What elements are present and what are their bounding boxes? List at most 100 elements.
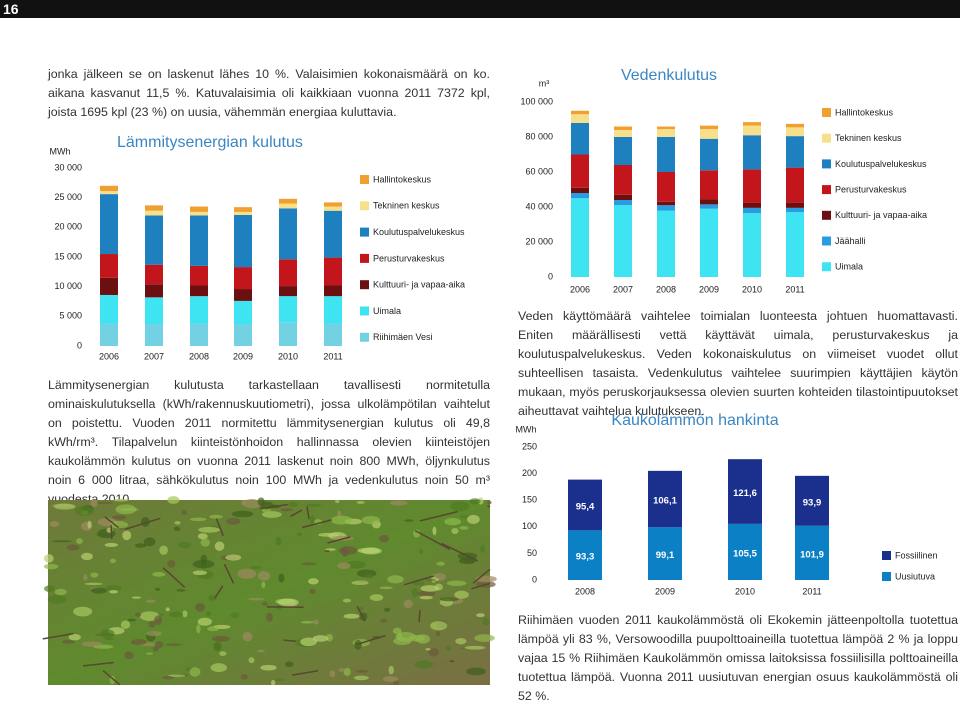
y-tick-label: 20 000 xyxy=(525,236,553,246)
photo-texture xyxy=(281,508,293,511)
bar-segment xyxy=(145,265,163,285)
photo-texture xyxy=(339,668,345,672)
photo-texture xyxy=(339,546,357,554)
data-label: 93,3 xyxy=(576,552,595,563)
bar-segment xyxy=(786,203,804,208)
photo-texture xyxy=(359,580,368,582)
photo-texture xyxy=(62,640,75,644)
bar-segment xyxy=(743,126,761,136)
photo-texture xyxy=(446,645,451,651)
bar-segment xyxy=(279,296,297,322)
bar-segment xyxy=(786,212,804,277)
photo-texture xyxy=(122,531,131,540)
bar-segment xyxy=(100,254,118,278)
photo-texture xyxy=(75,506,95,516)
photo-texture xyxy=(67,544,80,550)
legend-swatch xyxy=(360,280,369,289)
photo-texture xyxy=(190,667,201,676)
photo-texture xyxy=(155,588,160,591)
bar-segment xyxy=(786,136,804,168)
bar-segment xyxy=(614,137,632,165)
photo-texture xyxy=(249,657,255,663)
photo-texture xyxy=(152,572,165,577)
bar-segment xyxy=(100,323,118,346)
bar-segment xyxy=(614,127,632,131)
photo-texture xyxy=(132,597,142,599)
bar-segment xyxy=(100,194,118,254)
x-tick-label: 2008 xyxy=(656,284,676,294)
photo-texture xyxy=(343,599,351,603)
photo-texture xyxy=(257,650,264,653)
photo-texture xyxy=(127,619,136,622)
photo-texture xyxy=(276,537,282,546)
photo-texture xyxy=(450,501,469,511)
bar-segment xyxy=(324,202,342,206)
bar-segment xyxy=(279,286,297,296)
photo-texture xyxy=(262,602,268,606)
photo-texture xyxy=(288,502,298,507)
photo-texture xyxy=(90,572,98,577)
bar-segment xyxy=(786,168,804,203)
photo-texture xyxy=(193,570,207,575)
photo-texture xyxy=(146,631,161,636)
photo-texture xyxy=(425,648,431,650)
photo-texture xyxy=(248,598,264,601)
photo-texture xyxy=(258,571,270,581)
y-tick-label: 5 000 xyxy=(59,311,82,321)
photo-texture xyxy=(241,500,246,505)
bar-segment xyxy=(100,278,118,295)
legend-label: Hallintokeskus xyxy=(835,107,894,117)
bar-segment xyxy=(324,258,342,286)
bar-segment xyxy=(324,296,342,323)
bar-segment xyxy=(279,259,297,286)
bar-segment xyxy=(190,266,208,286)
photo-texture xyxy=(166,607,170,611)
photo-texture xyxy=(440,597,459,601)
photo-texture xyxy=(275,678,284,681)
photo-texture xyxy=(436,631,441,636)
legend-swatch xyxy=(360,175,369,184)
photo-texture xyxy=(397,633,402,640)
photo-texture xyxy=(285,661,293,667)
x-tick-label: 2010 xyxy=(278,351,298,361)
legend-label: Koulutuspalvelukeskus xyxy=(835,159,927,169)
y-tick-label: 40 000 xyxy=(525,201,553,211)
bar-segment xyxy=(700,139,718,171)
photo-texture xyxy=(318,533,339,537)
photo-twig xyxy=(111,525,112,539)
data-label: 95,4 xyxy=(576,502,595,513)
photo-texture xyxy=(215,541,225,550)
data-label: 121,6 xyxy=(733,488,757,499)
photo-texture xyxy=(237,569,256,579)
page: 16 jonka jälkeen se on laskenut lähes 10… xyxy=(0,0,960,685)
bar-segment xyxy=(100,186,118,191)
photo-texture xyxy=(370,594,383,601)
y-axis-label: MWh xyxy=(50,146,71,156)
bar-segment xyxy=(786,127,804,136)
bar-segment xyxy=(145,215,163,264)
photo-texture xyxy=(153,647,159,652)
photo-texture xyxy=(159,546,168,555)
data-label: 105,5 xyxy=(733,548,757,559)
legend-swatch xyxy=(360,254,369,263)
photo-texture xyxy=(487,501,491,505)
photo-texture xyxy=(198,527,220,533)
photo-texture xyxy=(425,579,436,581)
photo-texture xyxy=(306,504,321,507)
photo-texture xyxy=(198,618,212,626)
photo-texture xyxy=(148,621,155,627)
legend-swatch xyxy=(822,159,831,168)
data-label: 106,1 xyxy=(653,496,677,507)
photo-texture xyxy=(467,515,480,524)
photo-texture xyxy=(121,621,130,629)
bar-segment xyxy=(786,208,804,212)
legend-label: Hallintokeskus xyxy=(373,174,432,184)
bar-segment xyxy=(700,209,718,277)
chart-title: Kaukolämmön hankinta xyxy=(611,412,778,429)
photo-texture xyxy=(81,553,93,560)
bar-segment xyxy=(657,137,675,172)
photo-texture xyxy=(480,545,485,553)
bar-segment xyxy=(145,324,163,346)
y-tick-label: 30 000 xyxy=(54,162,82,172)
photo-texture xyxy=(176,589,185,592)
